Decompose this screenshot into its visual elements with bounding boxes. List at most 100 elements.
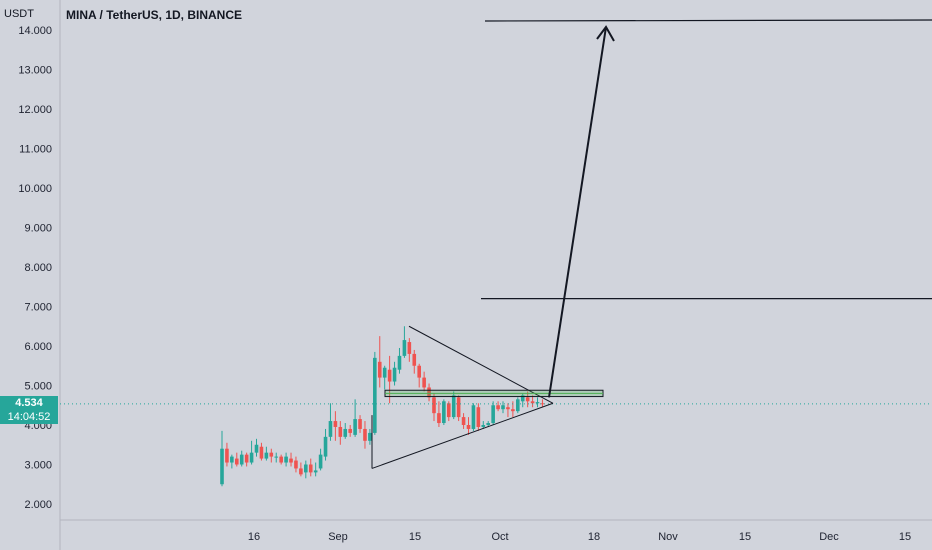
candle-body	[308, 464, 313, 473]
candle-body	[387, 369, 392, 382]
candle-body	[313, 470, 318, 473]
candle-body	[471, 405, 476, 429]
candle-body	[220, 448, 224, 485]
candle-body	[535, 402, 540, 404]
candle-body	[348, 428, 352, 433]
candle-body	[540, 403, 545, 405]
candle-body	[437, 413, 441, 424]
candle-body	[274, 456, 279, 458]
candle-body	[234, 458, 239, 465]
candle-body	[432, 397, 436, 414]
bar-countdown: 14:04:52	[7, 410, 51, 423]
candle-body	[264, 452, 269, 459]
candle-body	[456, 397, 461, 418]
y-tick-label: 7.000	[24, 302, 52, 314]
candle-body	[338, 426, 343, 437]
y-tick-label: 3.000	[24, 460, 52, 472]
x-tick-label: Dec	[819, 531, 839, 543]
candle-body	[333, 421, 338, 427]
current-price-tag: 4.534 14:04:52	[0, 395, 58, 424]
candle-body	[279, 456, 283, 463]
x-tick-label: 15	[739, 531, 751, 543]
y-tick-label: 10.000	[18, 183, 52, 195]
y-tick-label: 2.000	[24, 499, 52, 511]
x-tick-label: Oct	[491, 531, 508, 543]
x-tick-label: Nov	[658, 531, 678, 543]
candle-body	[466, 425, 471, 429]
candle-body	[397, 355, 402, 370]
candle-body	[244, 454, 249, 463]
candle-body	[392, 367, 397, 382]
x-tick-label: 15	[899, 531, 911, 543]
candle-body	[373, 357, 377, 433]
axis-unit-label: USDT	[4, 8, 34, 20]
candle-body	[294, 460, 298, 469]
candle-body	[442, 401, 446, 424]
level-line-top	[484, 19, 932, 22]
x-tick-label: 15	[409, 531, 421, 543]
candle-body	[230, 456, 234, 463]
x-tick-label: 16	[248, 531, 260, 543]
candle-body	[491, 405, 495, 424]
candle-body	[516, 399, 520, 412]
candle-body	[363, 428, 367, 441]
candle-body	[225, 448, 229, 463]
candle-body	[446, 403, 451, 418]
candle-body	[451, 395, 456, 418]
candle-body	[417, 365, 421, 378]
candle-body	[358, 419, 362, 429]
candle-body	[304, 464, 308, 473]
candle-body	[461, 417, 466, 425]
candle-body	[284, 456, 288, 463]
candle-body	[506, 407, 510, 410]
candle-body	[239, 454, 244, 465]
candle-body	[328, 421, 333, 437]
y-tick-label: 13.000	[18, 65, 52, 77]
y-tick-label: 8.000	[24, 262, 52, 274]
y-tick-label: 11.000	[19, 144, 52, 156]
triangle-lower-line	[371, 402, 554, 469]
y-tick-label: 12.000	[18, 104, 52, 116]
candle-body	[368, 432, 372, 441]
candle-body	[486, 423, 491, 425]
candle-body	[525, 397, 530, 402]
candles	[220, 326, 545, 487]
x-tick-label: Sep	[328, 531, 348, 543]
y-tick-label: 6.000	[24, 341, 52, 353]
candle-body	[323, 436, 328, 457]
candle-body	[530, 401, 535, 404]
candle-body	[377, 361, 382, 378]
candle-body	[353, 419, 357, 435]
candle-body	[481, 425, 486, 427]
projection-arrow-head	[596, 25, 615, 42]
candle-body	[259, 446, 264, 459]
candle-body	[520, 395, 525, 402]
candle-body	[427, 387, 431, 398]
candle-body	[511, 409, 515, 412]
time-axis[interactable]: 16 Sep 15 Oct 18 Nov 15 Dec 15	[60, 519, 932, 543]
candle-body	[412, 353, 417, 366]
price-axis[interactable]: 14.000 13.000 12.000 11.000 10.000 9.000 8.000…	[18, 0, 61, 550]
candle-body	[501, 405, 505, 410]
candle-body	[343, 428, 348, 437]
current-price-value: 4.534	[15, 396, 43, 409]
y-tick-label: 9.000	[24, 223, 52, 235]
candle-body	[422, 377, 426, 388]
candle-body	[289, 458, 293, 463]
candle-body	[318, 454, 323, 469]
candle-body	[269, 452, 274, 457]
symbol-title[interactable]: MINA / TetherUS, 1D, BINANCE	[66, 8, 243, 22]
drawings	[60, 19, 932, 469]
candle-body	[496, 405, 500, 410]
y-tick-label: 14.000	[18, 25, 52, 37]
projection-arrow-shaft	[548, 26, 607, 398]
y-tick-label: 5.000	[24, 381, 52, 393]
candle-body	[382, 367, 387, 378]
candle-body	[476, 407, 481, 427]
candle-body	[254, 444, 259, 453]
x-tick-label: 18	[588, 531, 600, 543]
candle-body	[249, 452, 254, 463]
candle-body	[402, 340, 407, 356]
